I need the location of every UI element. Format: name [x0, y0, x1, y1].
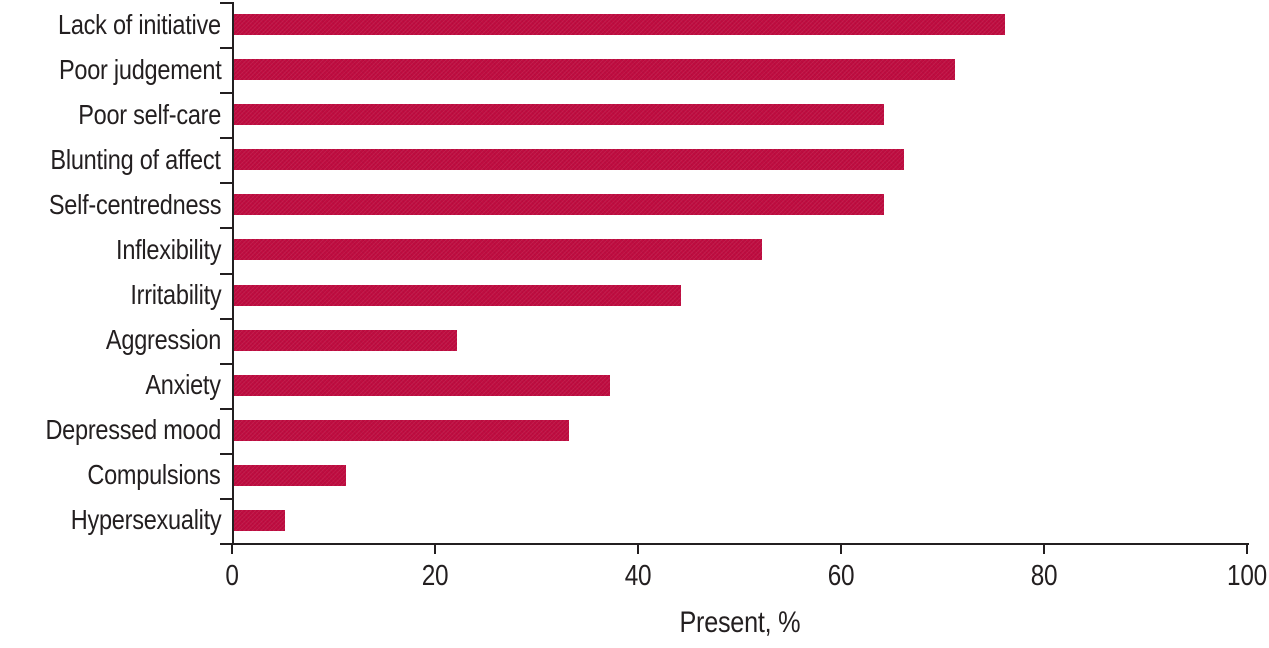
category-label: Compulsions	[0, 453, 232, 498]
x-axis-tick-label: 0	[225, 560, 239, 592]
category-label: Hypersexuality	[0, 498, 232, 543]
y-axis-tick	[220, 2, 232, 4]
x-axis-title: Present, %	[232, 608, 1247, 638]
chart-row	[234, 137, 1249, 182]
x-axis-tick	[231, 545, 233, 554]
chart-row	[234, 363, 1249, 408]
data-bar	[234, 194, 884, 216]
y-axis-tick	[220, 362, 232, 365]
x-axis-tick-label: 100	[1227, 560, 1267, 592]
data-bar	[234, 329, 458, 351]
category-label-text: Irritability	[129, 279, 221, 310]
category-label-text: Depressed mood	[45, 414, 221, 446]
category-label: Self-centredness	[0, 182, 232, 227]
category-label: Blunting of affect	[0, 137, 232, 182]
category-label-text: Self-centredness	[48, 188, 222, 220]
category-label-text: Poor judgement	[58, 53, 221, 85]
category-label-text: Anxiety	[145, 369, 222, 401]
x-axis-title-text: Present, %	[679, 606, 800, 639]
chart-row	[234, 453, 1249, 498]
data-bar	[234, 14, 1006, 36]
category-label: Poor self-care	[0, 92, 232, 137]
category-label: Irritability	[0, 272, 232, 317]
y-axis-tick	[220, 407, 232, 410]
y-axis-tick	[220, 92, 232, 95]
category-labels: Lack of initiative Poor judgement Poor sel…	[0, 2, 232, 543]
data-bar	[234, 464, 346, 486]
data-bar	[234, 59, 955, 81]
y-axis-tick	[220, 543, 232, 545]
chart-row	[234, 182, 1249, 227]
y-axis-tick	[220, 452, 232, 455]
x-axis-tick-label: 20	[421, 560, 449, 592]
category-label: Lack of initiative	[0, 2, 232, 47]
y-axis-tick	[220, 497, 232, 500]
chart-row	[234, 408, 1249, 453]
category-label-text: Poor self-care	[78, 98, 221, 130]
chart-row	[234, 47, 1249, 92]
plot-area	[232, 2, 1249, 545]
y-axis-tick	[220, 47, 232, 50]
data-bar	[234, 419, 569, 441]
category-label: Inflexibility	[0, 227, 232, 272]
data-bar	[234, 104, 884, 126]
x-axis-tick	[434, 545, 436, 554]
category-label-text: Compulsions	[87, 459, 221, 491]
y-axis-tick	[220, 317, 232, 320]
category-label: Poor judgement	[0, 47, 232, 92]
category-label: Depressed mood	[0, 408, 232, 453]
x-axis-tick	[1246, 545, 1248, 554]
category-label-text: Aggression	[105, 324, 221, 356]
data-bar	[234, 149, 904, 171]
y-axis-tick	[220, 227, 232, 230]
x-axis-tick-label: 80	[1030, 560, 1058, 592]
y-axis-tick	[220, 272, 232, 275]
chart-row	[234, 272, 1249, 317]
x-axis-tick	[840, 545, 842, 554]
x-axis-tick	[637, 545, 639, 554]
data-bar	[234, 284, 681, 306]
chart-row	[234, 498, 1249, 543]
category-label-text: Hypersexuality	[70, 504, 221, 536]
x-axis-tick-label: 60	[827, 560, 855, 592]
x-axis-tick-label: 40	[624, 560, 652, 592]
category-label-text: Inflexibility	[115, 233, 221, 265]
x-axis-tick	[1043, 545, 1045, 554]
category-label-text: Blunting of affect	[50, 143, 222, 175]
y-axis-tick	[220, 137, 232, 140]
chart-row	[234, 227, 1249, 272]
data-bar	[234, 509, 285, 531]
category-label: Aggression	[0, 318, 232, 363]
chart-row	[234, 318, 1249, 363]
data-bar	[234, 239, 762, 261]
category-label-text: Lack of initiative	[58, 8, 221, 40]
data-bar	[234, 374, 610, 396]
category-label: Anxiety	[0, 363, 232, 408]
chart-row	[234, 92, 1249, 137]
chart-row	[234, 2, 1249, 47]
y-axis-tick	[220, 182, 232, 185]
